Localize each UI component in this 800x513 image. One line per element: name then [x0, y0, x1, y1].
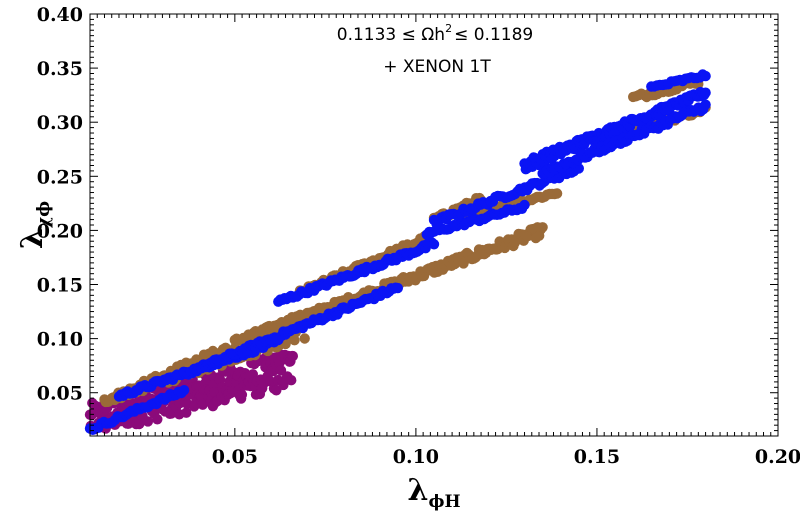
data-point-purple — [197, 399, 208, 410]
axis-ticks — [89, 13, 779, 437]
y-tick-label: 0.35 — [37, 58, 83, 80]
x-axis-title: λϕH — [407, 473, 460, 512]
x-tick-label: 0.05 — [212, 446, 258, 468]
y-tick-label: 0.15 — [37, 275, 83, 297]
x-tick-label: 0.20 — [755, 446, 800, 468]
y-tick-label: 0.40 — [37, 4, 83, 26]
data-point-blue — [700, 87, 711, 98]
tick-labels: 0.05 0.10 0.15 0.20 0.05 0.10 0.15 0.20 0.25 0.30… — [37, 4, 800, 468]
x-tick-label: 0.15 — [574, 446, 620, 468]
data-point-brown — [551, 188, 563, 199]
data-point-purple — [287, 350, 298, 362]
y-tick-label: 0.05 — [37, 383, 83, 405]
data-point-purple — [152, 414, 163, 425]
data-point-purple — [286, 375, 297, 386]
annotation-line-2: + XENON 1T — [383, 57, 491, 77]
data-point-blue — [428, 239, 440, 250]
data-point-blue — [700, 99, 711, 110]
y-axis-title: λχϕ — [15, 201, 54, 249]
data-point-brown — [299, 333, 310, 344]
data-point-purple — [142, 416, 154, 427]
data-point-purple — [134, 418, 145, 430]
data-point-purple — [236, 389, 248, 400]
data-point-blue — [178, 385, 190, 396]
y-tick-label: 0.25 — [37, 166, 83, 188]
data-point-purple — [214, 374, 226, 385]
data-point-blue — [519, 199, 530, 211]
data-point-blue — [700, 70, 711, 82]
y-tick-label: 0.30 — [37, 112, 83, 134]
data-point-blue — [392, 282, 403, 294]
data-point-brown — [537, 222, 548, 233]
annotation-line-1: 0.1133 ≤ Ωh2 ≤ 0.1189 — [337, 22, 533, 45]
data-point-brown — [289, 335, 300, 346]
x-tick-label: 0.10 — [393, 446, 439, 468]
data-point-purple — [181, 407, 192, 418]
data-points — [84, 69, 711, 435]
y-tick-label: 0.20 — [37, 220, 83, 242]
y-tick-label: 0.10 — [37, 329, 83, 351]
series-blue — [84, 69, 711, 435]
data-point-purple — [271, 385, 282, 396]
